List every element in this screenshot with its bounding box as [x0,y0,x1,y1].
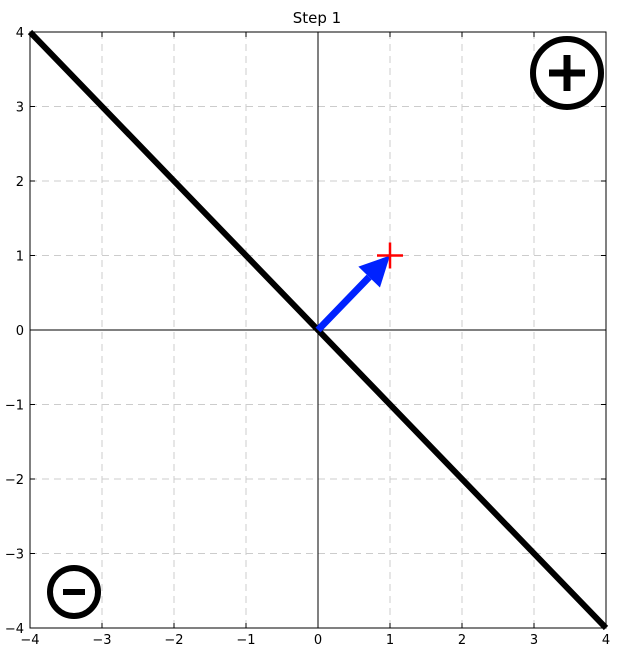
x-tick-labels: −4 −3 −2 −1 0 1 2 3 4 [20,633,610,648]
y-tick-label: 1 [16,250,24,265]
y-tick-label: 3 [16,101,24,116]
y-tick-label: −4 [5,622,24,637]
x-tick-label: 0 [314,633,322,648]
weight-vector-arrow [315,255,390,333]
data-point-marker [377,242,403,269]
plus-circle-ring [530,36,604,110]
y-tick-label: −3 [5,548,24,563]
x-tick-label: −3 [92,633,111,648]
y-tick-label: −1 [5,399,24,414]
y-tick-label: −2 [5,473,24,488]
x-tick-label: −1 [236,633,255,648]
x-tick-label: −4 [20,633,39,648]
plus-circle-icon [530,36,604,110]
minus-circle-ring [47,565,101,619]
tick-marks [29,31,607,629]
weight-vector-head [358,255,390,288]
chart-title: Step 1 [293,9,341,27]
x-tick-label: 4 [602,633,610,648]
x-tick-label: 2 [458,633,466,648]
minus-circle-icon [47,565,101,619]
x-tick-label: 3 [530,633,538,648]
x-tick-label: −2 [164,633,183,648]
weight-vector-shaft [315,274,372,333]
y-tick-label: 2 [16,175,24,190]
y-tick-labels: −4 −3 −2 −1 0 1 2 3 4 [5,26,24,637]
x-tick-label: 1 [386,633,394,648]
y-tick-label: 0 [16,324,24,339]
y-tick-label: 4 [16,26,24,41]
